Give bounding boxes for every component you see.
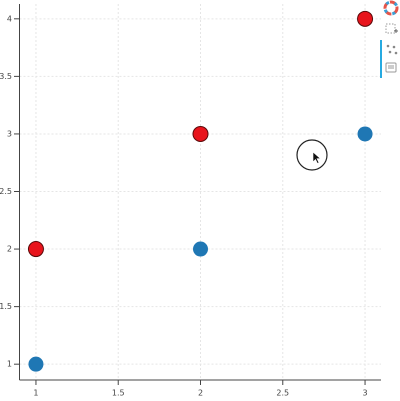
scatter-point — [357, 10, 374, 27]
active-tool-indicator — [380, 40, 382, 78]
plot-area: 1 1.5 2 2.5 3 1 1.5 2 2.5 3 3.5 4 — [0, 4, 381, 398]
scatter-point — [27, 241, 44, 258]
y-tick-label: 3.5 — [0, 72, 12, 81]
save-tool[interactable] — [385, 62, 397, 73]
y-tick-label: 1 — [7, 360, 12, 369]
cursor-ring — [296, 139, 328, 171]
y-tick-label: 3 — [7, 129, 12, 138]
hover-tool[interactable] — [386, 44, 398, 55]
y-tick-label: 1.5 — [0, 302, 12, 311]
toolbar — [380, 0, 399, 78]
x-tick-label: 2.5 — [276, 389, 289, 398]
x-tick-label: 1.5 — [112, 389, 125, 398]
y-tick-label: 2 — [7, 245, 12, 254]
x-tick-label: 1 — [33, 389, 38, 398]
scatter-point — [28, 356, 44, 372]
x-tick-label: 2 — [198, 389, 203, 398]
mouse-pointer — [312, 151, 322, 164]
y-tick-label: 4 — [7, 14, 12, 23]
y-tick-label: 2.5 — [0, 187, 12, 196]
scatter-point — [192, 125, 209, 142]
box-zoom-tool[interactable] — [385, 23, 398, 34]
scatter-point — [357, 126, 373, 142]
scatter-point — [193, 241, 208, 257]
x-tick-label: 3 — [362, 389, 367, 398]
bokeh-logo[interactable] — [383, 0, 399, 16]
